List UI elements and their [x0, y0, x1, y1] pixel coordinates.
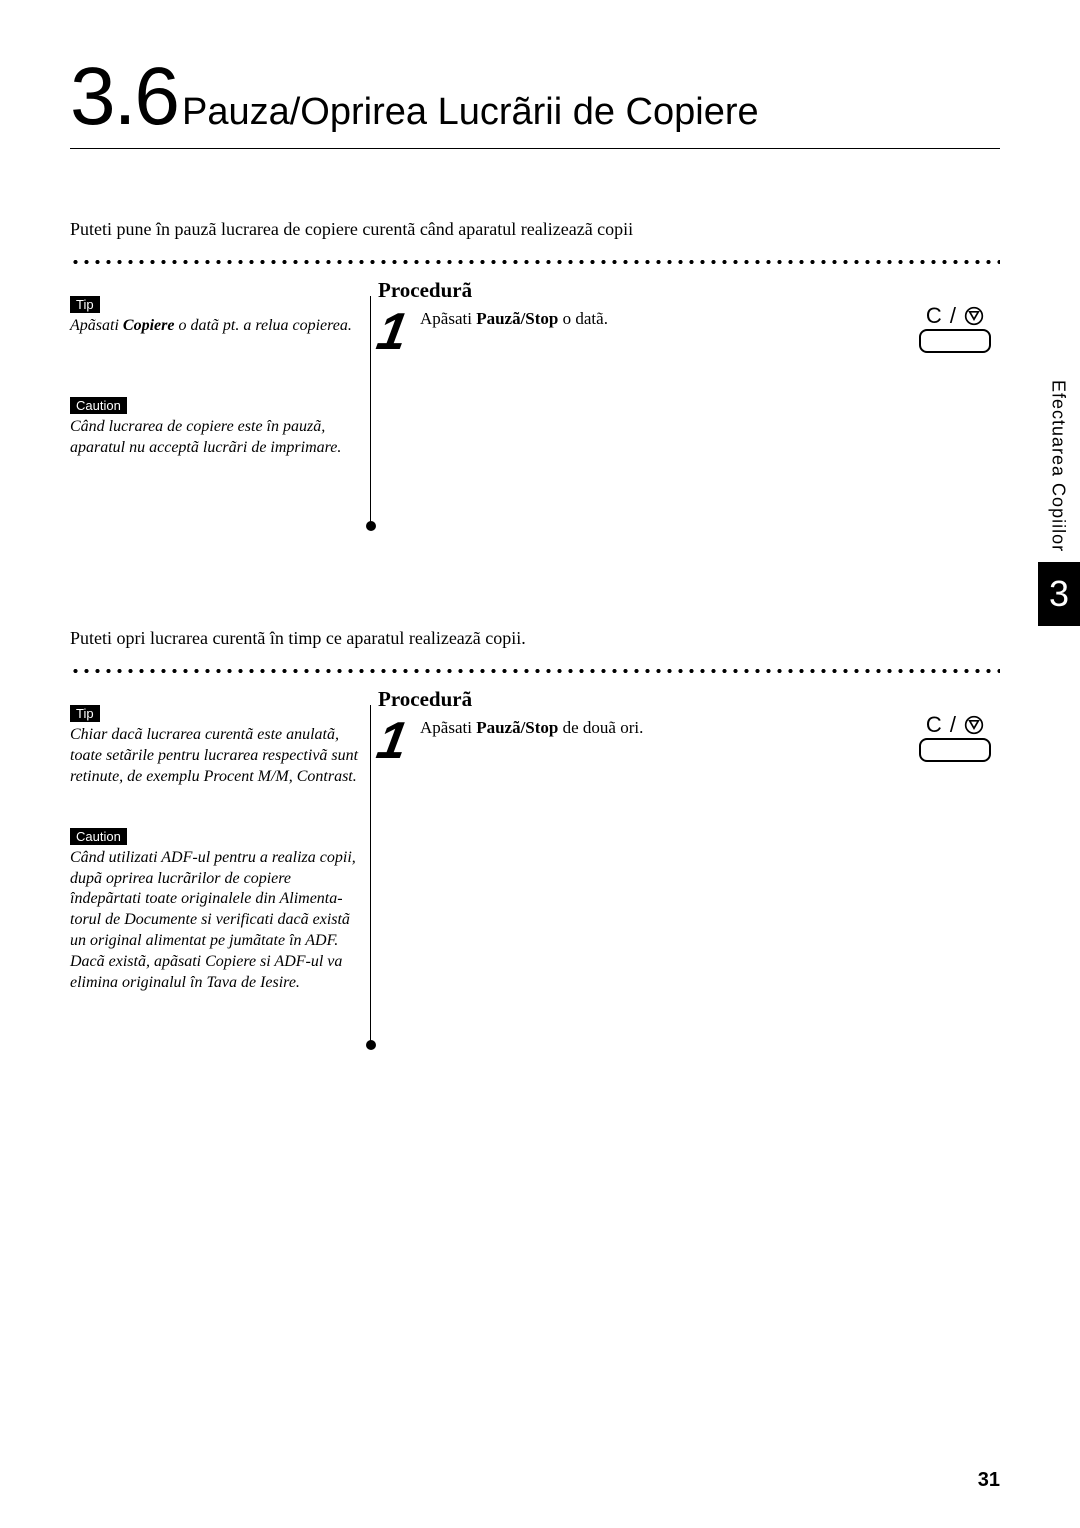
vertical-divider	[370, 705, 372, 1045]
section1-main-column: Procedurã 1 Apãsati Pauzã/Stop o datã. C…	[370, 278, 1000, 356]
stop-button-rect	[919, 738, 991, 762]
step-text: Apãsati Pauzã/Stop de douã ori.	[420, 714, 858, 738]
title-row: 3.6Pauza/Oprirea Lucrãrii de Copiere	[70, 50, 1000, 149]
section1-intro: Puteti pune în pauzã lucrarea de copiere…	[70, 219, 1000, 240]
section2-content-row: Tip Chiar dacã lucrarea curentã este anu…	[70, 687, 1000, 993]
section1-side-column: Tip Apãsati Copiere o datã pt. a relua c…	[70, 278, 370, 458]
page: 3.6Pauza/Oprirea Lucrãrii de Copiere Put…	[0, 0, 1080, 1528]
dotted-divider	[70, 258, 1000, 266]
tip-text-prefix: Apãsati	[70, 317, 123, 334]
stop-icon	[964, 306, 984, 326]
stop-button-rect	[919, 329, 991, 353]
page-number: 31	[978, 1469, 1000, 1492]
step-text-suffix: de douã ori.	[558, 718, 643, 737]
stop-icon	[964, 715, 984, 735]
tip-text: Apãsati Copiere o datã pt. a relua copie…	[70, 316, 360, 337]
step-text-prefix: Apãsati	[420, 718, 476, 737]
stop-button-label: C /	[910, 305, 1000, 327]
step-row: 1 Apãsati Pauzã/Stop de douã ori. C /	[378, 714, 1000, 765]
tip-text: Chiar dacã lucrarea curentã este anulatã…	[70, 725, 360, 787]
procedure-heading: Procedurã	[378, 687, 1000, 712]
step-row: 1 Apãsati Pauzã/Stop o datã. C /	[378, 305, 1000, 356]
section2-body: Tip Chiar dacã lucrarea curentã este anu…	[70, 687, 1000, 993]
stop-button-graphic: C /	[910, 714, 1000, 762]
section2-intro: Puteti opri lucrarea curentã în timp ce …	[70, 628, 1000, 649]
side-tab-label: Efectuarea Copiilor	[1048, 380, 1069, 552]
section2-side-column: Tip Chiar dacã lucrarea curentã este anu…	[70, 687, 370, 993]
stop-button-label: C /	[910, 714, 1000, 736]
step-text-suffix: o datã.	[558, 309, 608, 328]
vertical-divider-dot	[366, 521, 376, 531]
section-number: 3.6	[70, 51, 178, 142]
caution-block: Caution Când utilizati ADF-ul pentru a r…	[70, 828, 360, 994]
tip-text-suffix: o datã pt. a relua copierea.	[174, 317, 351, 334]
stop-button-label-text: C /	[926, 303, 957, 328]
caution-text: Când utilizati ADF-ul pentru a realiza c…	[70, 848, 360, 994]
tip-block: Tip Apãsati Copiere o datã pt. a relua c…	[70, 296, 360, 337]
caution-badge: Caution	[70, 828, 127, 845]
tip-text-bold: Copiere	[123, 317, 175, 334]
tip-badge: Tip	[70, 296, 100, 313]
side-tab: Efectuarea Copiilor 3	[1036, 380, 1080, 626]
side-tab-chapter-number: 3	[1038, 562, 1080, 626]
stop-button-graphic: C /	[910, 305, 1000, 353]
dotted-divider	[70, 667, 1000, 675]
caution-block: Caution Când lucrarea de copiere este în…	[70, 397, 360, 459]
section2: Puteti opri lucrarea curentã în timp ce …	[70, 628, 1000, 993]
step-text: Apãsati Pauzã/Stop o datã.	[420, 305, 858, 329]
step-text-prefix: Apãsati	[420, 309, 476, 328]
section1-content-row: Tip Apãsati Copiere o datã pt. a relua c…	[70, 278, 1000, 458]
section-title: Pauza/Oprirea Lucrãrii de Copiere	[182, 91, 759, 133]
procedure-heading: Procedurã	[378, 278, 1000, 303]
tip-badge: Tip	[70, 705, 100, 722]
section1-body: Tip Apãsati Copiere o datã pt. a relua c…	[70, 278, 1000, 458]
stop-button-label-text: C /	[926, 712, 957, 737]
step-text-bold: Pauzã/Stop	[476, 309, 558, 328]
caution-badge: Caution	[70, 397, 127, 414]
vertical-divider	[370, 296, 372, 526]
tip-block: Tip Chiar dacã lucrarea curentã este anu…	[70, 705, 360, 787]
step-number: 1	[374, 305, 413, 356]
caution-text: Când lucrarea de copiere este în pauzã, …	[70, 417, 360, 459]
step-text-bold: Pauzã/Stop	[476, 718, 558, 737]
section2-main-column: Procedurã 1 Apãsati Pauzã/Stop de douã o…	[370, 687, 1000, 765]
vertical-divider-dot	[366, 1040, 376, 1050]
step-number: 1	[374, 714, 413, 765]
